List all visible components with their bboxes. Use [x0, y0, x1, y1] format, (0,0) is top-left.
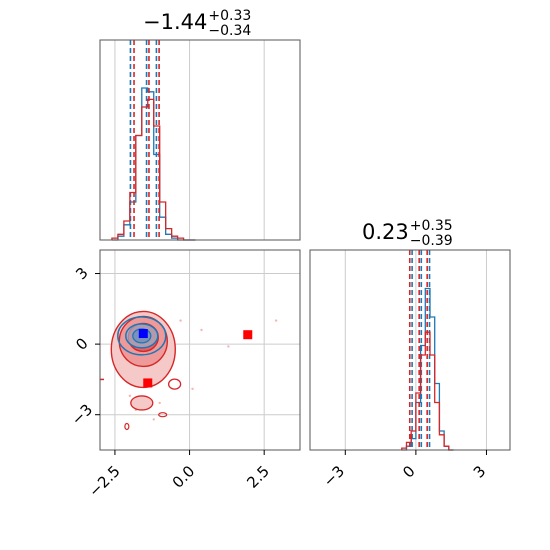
joint-panel: −2.5 0.0 2.5 3 0 −3	[68, 249, 301, 501]
red-contour-blob	[167, 378, 182, 390]
truth-marker	[243, 330, 253, 340]
title-param-1-minus: −0.34	[208, 23, 252, 39]
hist2-xtick-label: −3	[320, 462, 348, 490]
hist1-series-1	[111, 98, 196, 241]
joint-sample-point	[191, 387, 194, 391]
joint-sample-point	[152, 418, 155, 421]
joint-sample-point	[128, 394, 132, 398]
joint-xtick-label: 0.0	[169, 462, 199, 492]
hist2-frame	[309, 249, 511, 451]
joint-frame	[99, 249, 301, 451]
joint-sample-point	[200, 328, 203, 332]
red-contour-blob	[158, 412, 168, 418]
joint-sample-point	[158, 401, 161, 405]
title-param-2-minus: −0.39	[409, 233, 453, 249]
hist1-frame	[99, 39, 301, 241]
truth-marker	[143, 378, 153, 388]
title-param-1: −1.44 +0.33 −0.34	[143, 8, 251, 39]
hist2-xtick-label: 3	[470, 462, 489, 481]
joint-sample-point	[179, 319, 182, 322]
histogram-panel-2: −3 0 3	[309, 249, 511, 490]
title-param-2: 0.23 +0.35 −0.39	[362, 218, 453, 249]
joint-sample-point	[227, 345, 230, 348]
hist2-series-0	[401, 287, 454, 451]
title-param-2-value: 0.23	[362, 220, 409, 244]
joint-xtick-label: 2.5	[243, 462, 273, 492]
joint-sample-point	[274, 319, 278, 322]
histogram-panel-1	[99, 39, 301, 241]
joint-xtick-label: −2.5	[85, 462, 123, 500]
joint-ytick-label: 3	[72, 264, 91, 283]
title-param-1-value: −1.44	[143, 10, 208, 34]
truth-marker	[138, 329, 148, 339]
joint-ytick-label: 0	[72, 334, 91, 353]
blue-contour-outer	[117, 316, 167, 356]
hist2-xtick-label: 0	[399, 462, 418, 481]
title-param-1-plus: +0.33	[208, 8, 252, 24]
red-contour-blob	[124, 422, 130, 431]
title-param-2-plus: +0.35	[409, 218, 453, 234]
joint-ytick-label: −3	[68, 401, 96, 429]
hist1-series-0	[111, 87, 196, 241]
red-contour-blob	[130, 395, 154, 411]
